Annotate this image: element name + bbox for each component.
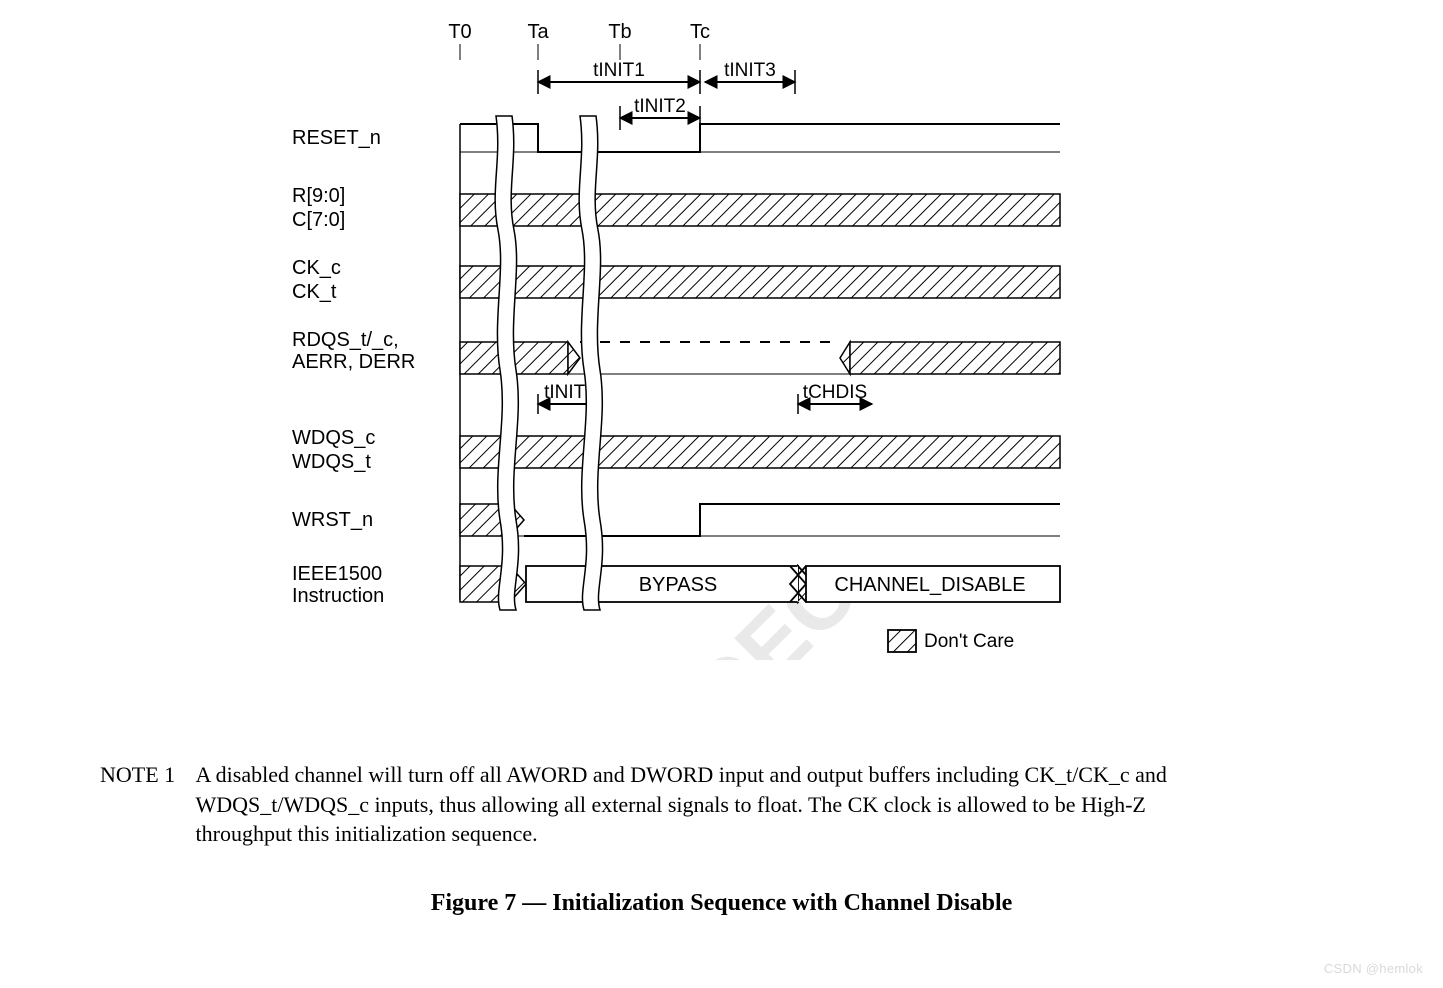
- svg-text:IEEE1500: IEEE1500: [292, 563, 382, 585]
- signal-wdqs: WDQS_c WDQS_t: [292, 427, 1060, 473]
- signal-rc: R[9:0] C[7:0]: [292, 185, 1060, 231]
- timing-diagram: JEDEC T0 Ta Tb Tc tINIT1: [280, 20, 1070, 660]
- time-marker-tb: Tb: [608, 21, 631, 43]
- timing-tinit3: tINIT3: [705, 60, 795, 94]
- timing-tinit2: tINIT2: [620, 96, 700, 130]
- svg-text:tINIT3: tINIT3: [724, 60, 776, 81]
- svg-text:tINIT2: tINIT2: [634, 96, 686, 117]
- note-1: NOTE 1 A disabled channel will turn off …: [100, 760, 1200, 849]
- timing-tchdis: tCHDIS: [798, 382, 872, 414]
- signal-ieee1500: IEEE1500 Instruction BYPASS CHANNEL_DISA…: [292, 563, 1060, 607]
- svg-text:C[7:0]: C[7:0]: [292, 209, 345, 231]
- svg-text:tCHDIS: tCHDIS: [803, 382, 867, 403]
- svg-text:WDQS_c: WDQS_c: [292, 427, 375, 449]
- time-marker-ta: Ta: [527, 21, 549, 43]
- signal-ck: CK_c CK_t: [292, 257, 1060, 303]
- svg-text:tINIT1: tINIT1: [593, 60, 645, 81]
- svg-text:AERR, DERR: AERR, DERR: [292, 351, 415, 373]
- figure-caption: Figure 7 — Initialization Sequence with …: [0, 890, 1443, 917]
- instruction-bypass: BYPASS: [639, 574, 718, 596]
- svg-text:Don't Care: Don't Care: [924, 631, 1014, 652]
- page: JEDEC T0 Ta Tb Tc tINIT1: [0, 0, 1443, 988]
- signal-reset: RESET_n: [292, 124, 1060, 152]
- svg-text:Instruction: Instruction: [292, 585, 384, 607]
- csdn-watermark: CSDN @hemlok: [1324, 961, 1423, 976]
- svg-text:RDQS_t/_c,: RDQS_t/_c,: [292, 329, 399, 351]
- svg-text:RESET_n: RESET_n: [292, 127, 381, 149]
- note-1-label: NOTE 1: [100, 760, 190, 790]
- time-marker-t0: T0: [448, 21, 471, 43]
- note-1-text: A disabled channel will turn off all AWO…: [196, 760, 1176, 849]
- signal-rdqs: RDQS_t/_c, AERR, DERR: [292, 329, 1060, 374]
- signal-wrst: WRST_n: [292, 504, 1060, 536]
- svg-text:R[9:0]: R[9:0]: [292, 185, 345, 207]
- time-marker-tc: Tc: [690, 21, 710, 43]
- svg-text:CK_c: CK_c: [292, 257, 341, 279]
- svg-text:CK_t: CK_t: [292, 281, 337, 303]
- time-markers: T0 Ta Tb Tc: [448, 21, 710, 60]
- timing-tinit1: tINIT1: [538, 60, 700, 94]
- legend-dont-care: Don't Care: [888, 630, 1014, 652]
- svg-text:WDQS_t: WDQS_t: [292, 451, 371, 473]
- timing-svg: JEDEC T0 Ta Tb Tc tINIT1: [280, 20, 1070, 660]
- svg-text:WRST_n: WRST_n: [292, 509, 373, 531]
- instruction-channel-disable: CHANNEL_DISABLE: [834, 574, 1025, 596]
